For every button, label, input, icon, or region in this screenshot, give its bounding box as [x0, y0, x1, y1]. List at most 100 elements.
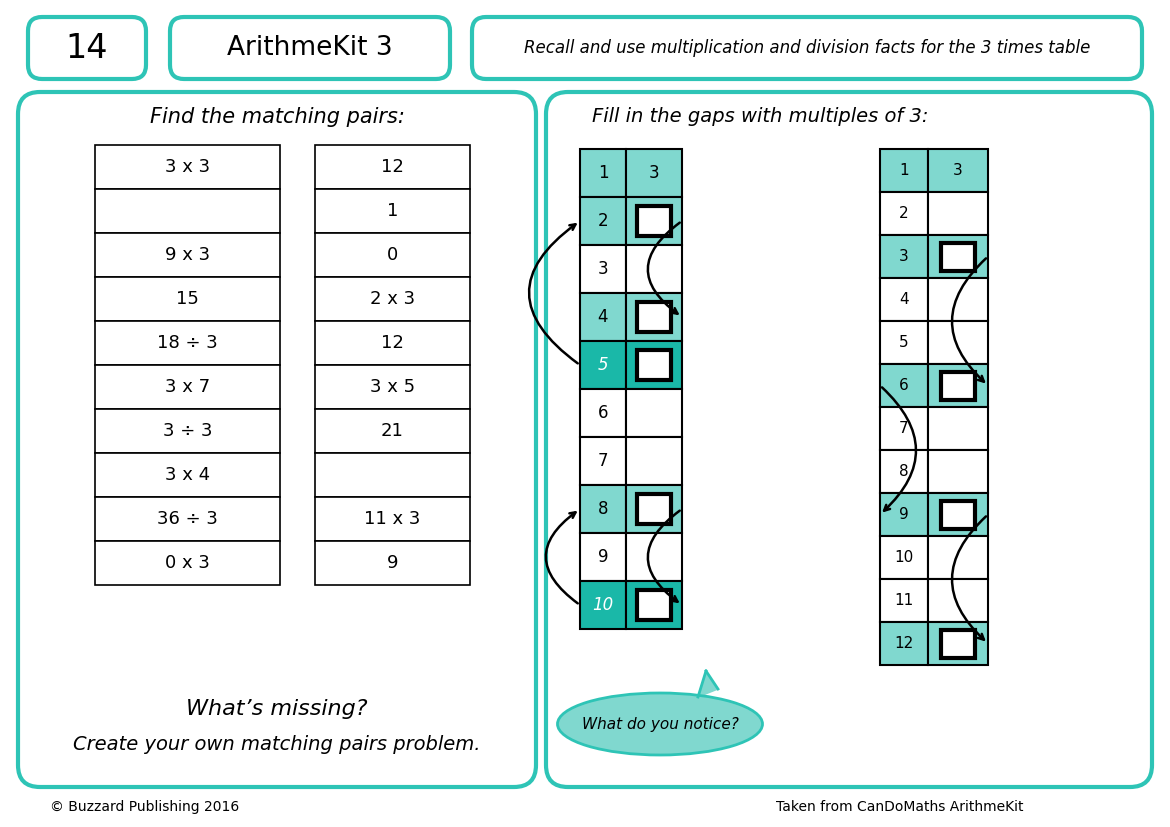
Text: 3 x 5: 3 x 5 [370, 378, 415, 396]
Bar [626, 485, 682, 533]
Text: 3 x 3: 3 x 3 [165, 158, 211, 176]
Bar [580, 485, 626, 533]
Bar [880, 321, 928, 364]
Text: 11 x 3: 11 x 3 [364, 510, 421, 528]
Bar [880, 149, 928, 192]
Bar [928, 235, 987, 278]
Bar [941, 242, 975, 270]
Text: 12: 12 [381, 334, 404, 352]
Text: 36 ÷ 3: 36 ÷ 3 [157, 510, 218, 528]
Text: 7: 7 [900, 421, 909, 436]
Bar [928, 407, 987, 450]
Text: 5: 5 [900, 335, 909, 350]
Bar [880, 493, 928, 536]
Text: 5: 5 [598, 356, 608, 374]
FancyBboxPatch shape [170, 17, 450, 79]
FancyBboxPatch shape [546, 92, 1152, 787]
Ellipse shape [557, 693, 763, 755]
Text: 4: 4 [598, 308, 608, 326]
Text: 1: 1 [598, 164, 608, 182]
Bar [95, 189, 280, 233]
Bar [928, 278, 987, 321]
Bar [580, 197, 626, 245]
Bar [580, 341, 626, 389]
Text: 2: 2 [900, 206, 909, 221]
Text: 8: 8 [598, 500, 608, 518]
Text: 11: 11 [894, 593, 914, 608]
Text: 6: 6 [598, 404, 608, 422]
Bar [928, 493, 987, 536]
Bar [941, 371, 975, 399]
Text: 21: 21 [381, 422, 404, 440]
Bar [95, 321, 280, 365]
Text: 0: 0 [387, 246, 398, 264]
Bar [626, 293, 682, 341]
Text: Find the matching pairs:: Find the matching pairs: [150, 107, 405, 127]
Bar [636, 494, 672, 524]
Bar [928, 579, 987, 622]
Bar [95, 541, 280, 585]
FancyBboxPatch shape [28, 17, 146, 79]
Bar [315, 277, 470, 321]
Bar [880, 407, 928, 450]
Bar [580, 533, 626, 581]
Text: 3: 3 [954, 163, 963, 178]
Text: 3: 3 [899, 249, 909, 264]
Text: 2: 2 [598, 212, 608, 230]
Bar [315, 365, 470, 409]
Bar [580, 293, 626, 341]
Bar [941, 629, 975, 657]
Text: 12: 12 [381, 158, 404, 176]
Text: 10: 10 [592, 596, 613, 614]
Bar [626, 149, 682, 197]
Bar [626, 341, 682, 389]
Text: 1: 1 [900, 163, 909, 178]
Bar [95, 409, 280, 453]
Bar [880, 536, 928, 579]
Text: 10: 10 [894, 550, 914, 565]
Bar [928, 149, 987, 192]
Bar [95, 277, 280, 321]
Bar [580, 581, 626, 629]
Text: 3: 3 [648, 164, 660, 182]
Bar [95, 453, 280, 497]
Bar [928, 321, 987, 364]
Text: 0 x 3: 0 x 3 [165, 554, 209, 572]
Text: 8: 8 [900, 464, 909, 479]
Text: 15: 15 [176, 290, 199, 308]
Text: Taken from CanDoMaths ArithmeKit: Taken from CanDoMaths ArithmeKit [776, 800, 1024, 814]
Text: 9: 9 [387, 554, 398, 572]
Bar [880, 622, 928, 665]
Bar [580, 389, 626, 437]
Text: 4: 4 [900, 292, 909, 307]
Bar [315, 541, 470, 585]
Bar [315, 189, 470, 233]
Text: 7: 7 [598, 452, 608, 470]
Bar [636, 350, 672, 380]
Text: Fill in the gaps with multiples of 3:: Fill in the gaps with multiples of 3: [592, 108, 928, 127]
Bar [928, 450, 987, 493]
Bar [626, 533, 682, 581]
Bar [580, 437, 626, 485]
Bar [626, 581, 682, 629]
Bar [880, 579, 928, 622]
Text: ArithmeKit 3: ArithmeKit 3 [227, 35, 393, 61]
Text: 3 x 7: 3 x 7 [165, 378, 211, 396]
Bar [636, 590, 672, 620]
Bar [636, 302, 672, 332]
Text: 2 x 3: 2 x 3 [370, 290, 415, 308]
Text: 9: 9 [598, 548, 608, 566]
Text: Create your own matching pairs problem.: Create your own matching pairs problem. [74, 735, 481, 754]
Bar [928, 622, 987, 665]
Bar [880, 450, 928, 493]
Bar [928, 364, 987, 407]
Bar [636, 206, 672, 236]
FancyBboxPatch shape [472, 17, 1142, 79]
Polygon shape [698, 671, 718, 697]
Bar [626, 245, 682, 293]
Bar [95, 365, 280, 409]
Text: 9 x 3: 9 x 3 [165, 246, 211, 264]
Bar [880, 192, 928, 235]
Bar [315, 321, 470, 365]
Text: 6: 6 [899, 378, 909, 393]
